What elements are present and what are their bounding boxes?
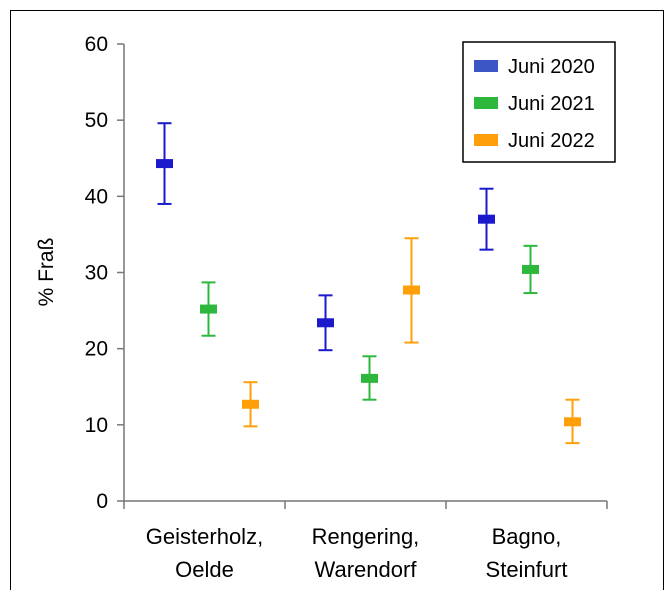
category-label: Rengering, bbox=[312, 524, 420, 549]
y-tick-label: 60 bbox=[85, 33, 108, 56]
category-label: Oelde bbox=[175, 557, 234, 582]
legend-label-juni-2022: Juni 2022 bbox=[508, 130, 595, 152]
y-ticks: 0 10 20 30 40 50 60 bbox=[85, 33, 124, 513]
y-tick-label: 0 bbox=[96, 490, 108, 513]
data-point bbox=[361, 373, 378, 383]
legend-swatch-juni-2020 bbox=[474, 60, 498, 72]
error-point-juni-2022 bbox=[564, 398, 581, 445]
category-label: Bagno, bbox=[492, 524, 562, 549]
data-point bbox=[564, 417, 581, 427]
error-point-juni-2022 bbox=[242, 381, 259, 428]
y-tick-label: 50 bbox=[85, 109, 108, 132]
legend-swatch-juni-2022 bbox=[474, 134, 498, 146]
legend-swatch-juni-2021 bbox=[474, 97, 498, 109]
data-marks bbox=[156, 122, 581, 445]
error-point-juni-2021 bbox=[522, 244, 539, 295]
category-label: Geisterholz, bbox=[146, 524, 263, 549]
data-point bbox=[317, 318, 334, 328]
error-point-juni-2020 bbox=[156, 122, 173, 205]
data-point bbox=[403, 285, 420, 295]
category-label: Warendorf bbox=[315, 557, 418, 582]
data-point bbox=[522, 264, 539, 274]
x-ticks bbox=[123, 501, 608, 509]
error-point-juni-2021 bbox=[361, 355, 378, 401]
y-tick-label: 20 bbox=[85, 338, 108, 361]
legend: Juni 2020 Juni 2021 Juni 2022 bbox=[462, 41, 616, 163]
error-point-juni-2020 bbox=[317, 294, 334, 352]
category-label: Steinfurt bbox=[486, 557, 568, 582]
y-tick-label: 30 bbox=[85, 262, 108, 285]
data-point bbox=[478, 214, 495, 224]
y-tick-label: 40 bbox=[85, 185, 108, 208]
data-point bbox=[242, 399, 259, 409]
y-axis-label: % Fraß bbox=[35, 238, 58, 307]
data-point bbox=[200, 304, 217, 314]
y-tick-label: 10 bbox=[85, 414, 108, 437]
error-point-juni-2020 bbox=[478, 187, 495, 251]
error-point-juni-2022 bbox=[403, 237, 420, 344]
legend-label-juni-2021: Juni 2021 bbox=[508, 93, 595, 115]
category-labels: Geisterholz, Oelde Rengering, Warendorf Bagn… bbox=[146, 524, 568, 582]
data-point bbox=[156, 159, 173, 169]
error-point-juni-2021 bbox=[200, 281, 217, 337]
legend-label-juni-2020: Juni 2020 bbox=[508, 56, 595, 78]
